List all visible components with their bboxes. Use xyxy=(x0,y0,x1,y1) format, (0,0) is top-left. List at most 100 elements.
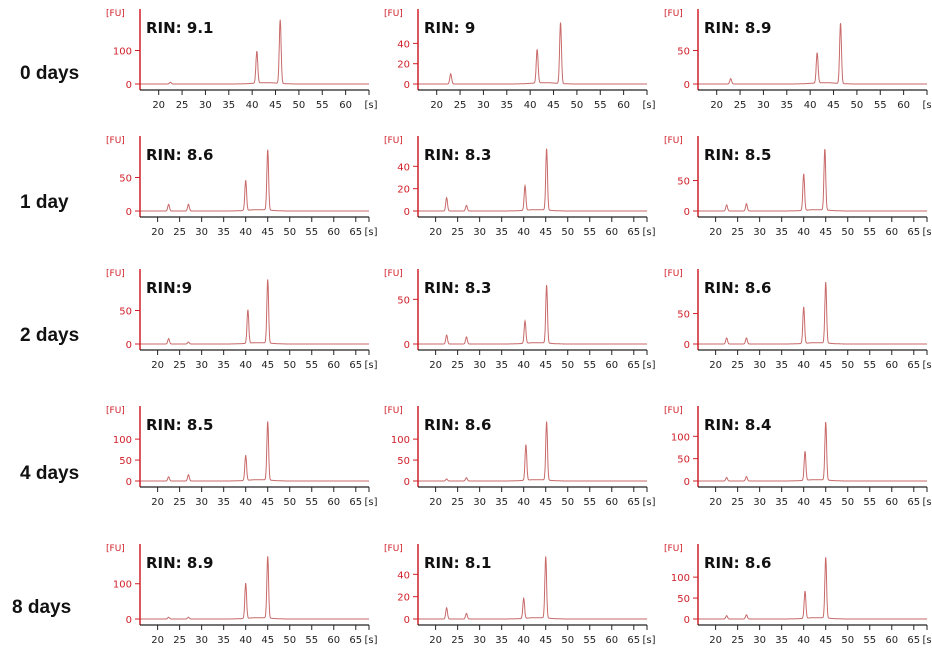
y-tick-label: 50 xyxy=(397,295,410,306)
rin-label: RIN: 8.3 xyxy=(424,279,491,297)
x-tick-label: 40 xyxy=(517,497,530,508)
x-tick-label: 45 xyxy=(269,100,282,111)
chart-svg: 0 50 100 20 25 30 35 40 45 50 55 60 65[s] [FU] RIN: 8.… xyxy=(384,406,656,508)
trace-line xyxy=(698,421,927,482)
y-tick-label: 0 xyxy=(126,80,132,91)
x-tick-label: 30 xyxy=(757,100,770,111)
x-tick-label: 50 xyxy=(841,227,854,238)
y-tick-label: 0 xyxy=(684,207,690,218)
y-tick-label: 50 xyxy=(119,456,132,467)
chart-svg: 0 50 20 25 30 35 40 45 50 55 60 65[s] [FU] RIN: 8.5 xyxy=(664,136,932,238)
trace-line xyxy=(140,279,369,345)
x-tick-label: 45 xyxy=(261,635,274,646)
x-axis-label: [s] xyxy=(922,100,932,111)
x-tick-label: 25 xyxy=(451,497,464,508)
x-tick-label: 20 xyxy=(710,100,723,111)
x-tick-label: 40 xyxy=(239,635,252,646)
x-tick-label: 30 xyxy=(753,635,766,646)
y-tick-label: 100 xyxy=(391,435,410,446)
chart-svg: 0 50 100 20 25 30 35 40 45 50 55 60 65[s] [FU] RIN: 8.… xyxy=(106,406,378,508)
x-tick-label: 65 xyxy=(907,360,920,371)
x-tick-label: 50 xyxy=(561,497,574,508)
y-tick-label: 0 xyxy=(126,340,132,351)
x-tick-label: 55 xyxy=(863,497,876,508)
x-axis-label: [s] xyxy=(642,227,655,238)
x-tick-label: 20 xyxy=(429,497,442,508)
x-tick-label: 25 xyxy=(731,497,744,508)
rin-label: RIN: 8.3 xyxy=(424,146,491,164)
x-tick-label: 20 xyxy=(709,635,722,646)
x-tick-label: 35 xyxy=(775,635,788,646)
x-axis-label: [s] xyxy=(922,227,932,238)
y-tick-label: 100 xyxy=(113,47,132,58)
x-tick-label: 55 xyxy=(863,227,876,238)
x-tick-label: 50 xyxy=(841,635,854,646)
x-tick-label: 25 xyxy=(173,227,186,238)
x-tick-label: 45 xyxy=(539,227,552,238)
electropherogram: 0 20 40 20 25 30 35 40 45 50 55 60 [s] [FU] RIN: 9 xyxy=(380,5,656,120)
x-tick-label: 65 xyxy=(349,360,362,371)
x-tick-label: 30 xyxy=(195,227,208,238)
x-tick-label: 65 xyxy=(349,497,362,508)
electropherogram: 0 20 40 20 25 30 35 40 45 50 55 60 65 [s] [FU] RIN: 8.1 xyxy=(380,540,656,655)
electropherogram: 0 50 100 20 25 30 35 40 45 50 55 60 65[s] [FU] RIN: 8.… xyxy=(660,402,932,517)
x-tick-label: 55 xyxy=(594,100,607,111)
y-tick-label: 0 xyxy=(404,615,410,626)
x-tick-label: 65 xyxy=(907,635,920,646)
y-tick-label: 20 xyxy=(397,185,410,196)
x-tick-label: 50 xyxy=(283,227,296,238)
x-tick-label: 30 xyxy=(477,100,490,111)
y-tick-label: 0 xyxy=(126,477,132,488)
x-tick-label: 55 xyxy=(316,100,329,111)
y-axis-label: [FU] xyxy=(664,406,683,416)
x-tick-label: 55 xyxy=(583,497,596,508)
x-tick-label: 35 xyxy=(775,360,788,371)
y-tick-label: 20 xyxy=(397,593,410,604)
x-tick-label: 30 xyxy=(753,497,766,508)
x-tick-label: 20 xyxy=(709,497,722,508)
y-tick-label: 0 xyxy=(684,340,690,351)
electropherogram: 0 50 20 25 30 35 40 45 50 55 60 65[s] [FU] RIN: 8.6 xyxy=(102,132,378,247)
y-axis-label: [FU] xyxy=(106,269,125,279)
x-tick-label: 35 xyxy=(217,497,230,508)
x-tick-label: 20 xyxy=(429,227,442,238)
x-tick-label: 55 xyxy=(305,497,318,508)
x-axis-label: [s] xyxy=(922,497,932,508)
x-tick-label: 45 xyxy=(827,100,840,111)
chart-svg: 0 50 100 20 25 30 35 40 45 50 55 60 65[s] [FU] RIN: 8.… xyxy=(664,406,932,508)
rin-label: RIN: 8.6 xyxy=(146,146,213,164)
x-tick-label: 45 xyxy=(819,360,832,371)
x-tick-label: 50 xyxy=(561,360,574,371)
y-tick-label: 50 xyxy=(677,310,690,321)
x-tick-label: 20 xyxy=(429,635,442,646)
y-tick-label: 100 xyxy=(113,435,132,446)
x-tick-label: 50 xyxy=(283,360,296,371)
trace-line xyxy=(418,421,647,482)
x-axis-label: [s] xyxy=(922,360,932,371)
electropherogram: 0 20 40 20 25 30 35 40 45 50 55 60 65 [s] [FU] RIN: 8.3 xyxy=(380,132,656,247)
y-axis-label: [FU] xyxy=(664,9,683,19)
x-tick-label: 30 xyxy=(473,635,486,646)
x-axis-label: [s] xyxy=(364,635,377,646)
x-axis-label: [s] xyxy=(642,497,655,508)
x-tick-label: 65 xyxy=(627,497,640,508)
chart-svg: 0 50 20 25 30 35 40 45 50 55 60 65 [s] [FU] RIN:9 xyxy=(106,269,378,371)
rin-label: RIN:9 xyxy=(146,279,192,297)
y-tick-label: 40 xyxy=(397,39,410,50)
rin-label: RIN: 8.6 xyxy=(704,554,771,572)
x-tick-label: 35 xyxy=(500,100,513,111)
x-tick-label: 45 xyxy=(539,497,552,508)
y-axis-label: [FU] xyxy=(384,9,403,19)
x-tick-label: 25 xyxy=(173,497,186,508)
x-tick-label: 45 xyxy=(547,100,560,111)
x-tick-label: 45 xyxy=(261,227,274,238)
x-tick-label: 40 xyxy=(524,100,537,111)
trace-line xyxy=(140,19,369,85)
x-axis-label: [s] xyxy=(642,100,655,111)
rin-label: RIN: 8.6 xyxy=(704,279,771,297)
x-tick-label: 55 xyxy=(863,360,876,371)
x-tick-label: 40 xyxy=(239,497,252,508)
x-tick-label: 60 xyxy=(885,227,898,238)
y-tick-label: 50 xyxy=(677,594,690,605)
x-tick-label: 55 xyxy=(305,227,318,238)
